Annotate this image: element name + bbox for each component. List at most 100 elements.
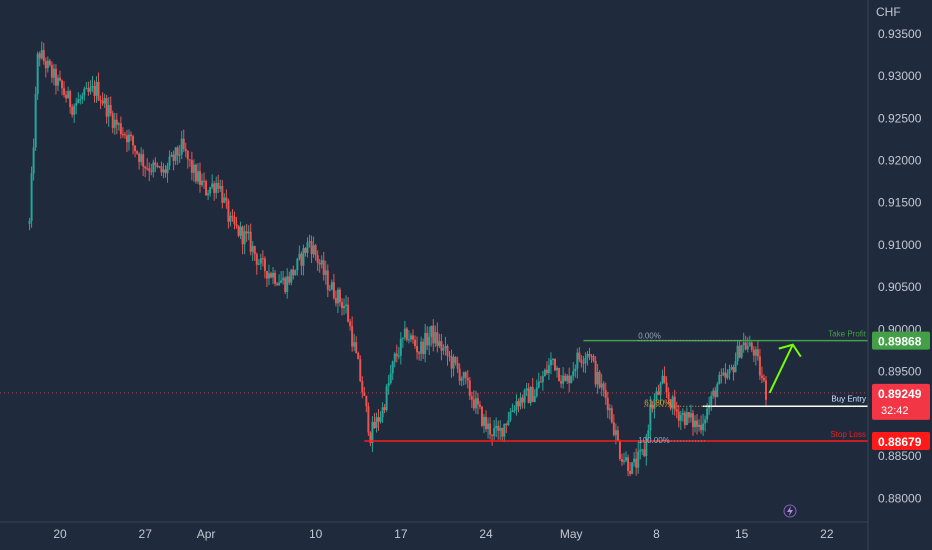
candle-body-76 — [182, 138, 185, 149]
last-price-badge-bg — [872, 383, 930, 420]
candle-body-111 — [253, 246, 256, 255]
candle-body-235 — [505, 423, 508, 426]
candle-body-257 — [549, 359, 552, 366]
fib-618-label: 61.80% — [644, 398, 671, 407]
last-price-badge-countdown: 32:42 — [881, 405, 909, 417]
candle-body-92 — [215, 183, 218, 193]
y-tick-label-0: 0.93500 — [878, 27, 922, 41]
candle-body-20 — [69, 91, 72, 108]
y-tick-label-6: 0.90500 — [878, 280, 922, 294]
candle-body-327 — [691, 413, 694, 428]
candle-body-362 — [762, 377, 765, 381]
stop-loss-badge-value: 0.88679 — [878, 435, 922, 449]
candle-body-239 — [513, 410, 516, 412]
candle-body-103 — [237, 225, 240, 236]
candle-body-278 — [592, 356, 595, 361]
candle-body-96 — [223, 197, 226, 203]
candle-body-340 — [718, 374, 721, 385]
candle-body-88 — [207, 193, 210, 196]
candle-body-299 — [635, 458, 638, 468]
candle-body-126 — [284, 277, 287, 293]
candle-body-74 — [178, 154, 181, 156]
candle-body-267 — [570, 375, 573, 384]
candle-body-158 — [349, 321, 352, 327]
candle-body-85 — [201, 180, 204, 185]
candle-body-93 — [217, 183, 220, 189]
candle-body-35 — [99, 100, 102, 102]
candle-body-4 — [36, 53, 39, 95]
candle-body-78 — [186, 150, 189, 160]
candle-body-228 — [491, 434, 494, 436]
fib-0-label: 0.00% — [638, 332, 661, 341]
candle-body-195 — [424, 332, 427, 355]
candle-body-258 — [551, 358, 554, 360]
candle-body-265 — [566, 375, 569, 381]
candle-body-152 — [336, 289, 339, 304]
candle-body-166 — [365, 395, 368, 407]
candle-body-117 — [265, 271, 268, 279]
candle-body-218 — [470, 396, 473, 400]
candle-body-319 — [675, 409, 678, 412]
candle-body-55 — [140, 154, 143, 162]
candle-body-317 — [671, 396, 674, 409]
candle-body-324 — [685, 412, 688, 426]
candle-body-236 — [507, 420, 510, 426]
candle-body-123 — [278, 282, 281, 285]
x-tick-label-7: 8 — [653, 527, 660, 541]
candle-body-0 — [28, 220, 31, 224]
candle-body-353 — [744, 342, 747, 350]
candle-body-358 — [754, 349, 757, 356]
candle-body-34 — [97, 81, 100, 101]
candle-body-217 — [468, 380, 471, 397]
candle-body-177 — [387, 383, 390, 387]
candle-body-241 — [517, 401, 520, 407]
candle-body-10 — [48, 60, 51, 66]
candle-body-104 — [239, 226, 242, 236]
candle-body-134 — [300, 253, 303, 266]
candle-body-330 — [698, 424, 701, 427]
candle-body-131 — [294, 270, 297, 276]
candle-body-248 — [531, 386, 534, 402]
x-tick-label-1: 27 — [139, 527, 153, 541]
candle-body-301 — [639, 449, 642, 452]
candle-body-240 — [515, 401, 518, 411]
candle-body-280 — [596, 372, 599, 385]
candle-body-44 — [117, 123, 120, 125]
candle-body-25 — [79, 98, 82, 100]
candle-body-252 — [539, 381, 542, 383]
candle-body-120 — [272, 272, 275, 278]
candle-body-70 — [170, 154, 173, 157]
candle-body-181 — [395, 353, 398, 357]
candle-body-253 — [541, 376, 544, 383]
candle-body-73 — [176, 147, 179, 156]
candle-body-174 — [381, 407, 384, 418]
y-tick-label-3: 0.92000 — [878, 153, 922, 167]
y-tick-label-5: 0.91000 — [878, 238, 922, 252]
candle-body-331 — [700, 424, 703, 431]
candle-body-11 — [50, 65, 53, 78]
candle-body-315 — [667, 392, 670, 400]
candle-body-40 — [109, 105, 112, 114]
candle-body-198 — [430, 325, 433, 337]
candle-body-169 — [371, 421, 374, 443]
candle-body-69 — [168, 156, 171, 166]
candle-body-346 — [730, 367, 733, 370]
candle-body-66 — [162, 169, 165, 173]
candle-body-167 — [367, 406, 370, 433]
candle-body-23 — [75, 103, 78, 106]
candle-body-163 — [359, 359, 362, 381]
stop-loss-badge-bg — [872, 431, 930, 450]
candle-body-26 — [81, 95, 84, 99]
candle-body-146 — [324, 270, 327, 275]
y-tick-label-1: 0.93000 — [878, 69, 922, 83]
candle-body-270 — [576, 352, 579, 369]
candle-body-212 — [458, 368, 461, 381]
candle-body-91 — [213, 183, 216, 193]
candle-body-288 — [612, 422, 615, 436]
x-tick-label-0: 20 — [53, 527, 67, 541]
candle-body-30 — [89, 87, 92, 92]
candle-body-229 — [493, 428, 496, 436]
candle-body-363 — [765, 380, 767, 400]
candle-body-185 — [403, 328, 406, 338]
